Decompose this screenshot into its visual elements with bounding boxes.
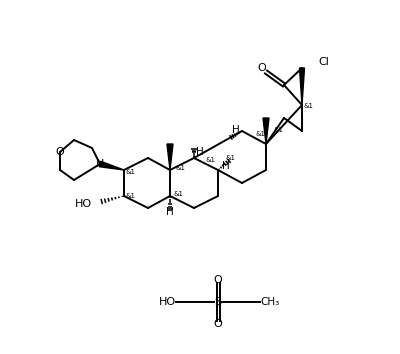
Text: &1: &1 <box>273 127 283 133</box>
Polygon shape <box>263 118 269 144</box>
Polygon shape <box>99 161 124 170</box>
Text: &1: &1 <box>255 131 265 137</box>
Text: &1: &1 <box>175 165 185 171</box>
Text: &1: &1 <box>125 193 135 199</box>
Text: &1: &1 <box>173 191 183 197</box>
Polygon shape <box>167 144 173 170</box>
Text: O: O <box>56 147 64 157</box>
Text: HO: HO <box>159 297 176 307</box>
Text: H: H <box>222 161 230 171</box>
Text: N: N <box>96 159 104 169</box>
Text: &1: &1 <box>205 157 215 163</box>
Text: O: O <box>214 319 222 329</box>
Text: &1: &1 <box>303 103 313 109</box>
Polygon shape <box>300 68 304 105</box>
Text: H: H <box>232 125 240 135</box>
Text: O: O <box>258 63 266 73</box>
Text: Cl: Cl <box>318 57 329 67</box>
Text: S: S <box>214 297 222 307</box>
Text: &1: &1 <box>125 169 135 175</box>
Text: &1: &1 <box>225 155 235 161</box>
Text: H: H <box>166 207 174 217</box>
Text: O: O <box>214 275 222 285</box>
Text: HO: HO <box>75 199 92 209</box>
Text: H: H <box>196 147 204 157</box>
Text: CH₃: CH₃ <box>260 297 279 307</box>
